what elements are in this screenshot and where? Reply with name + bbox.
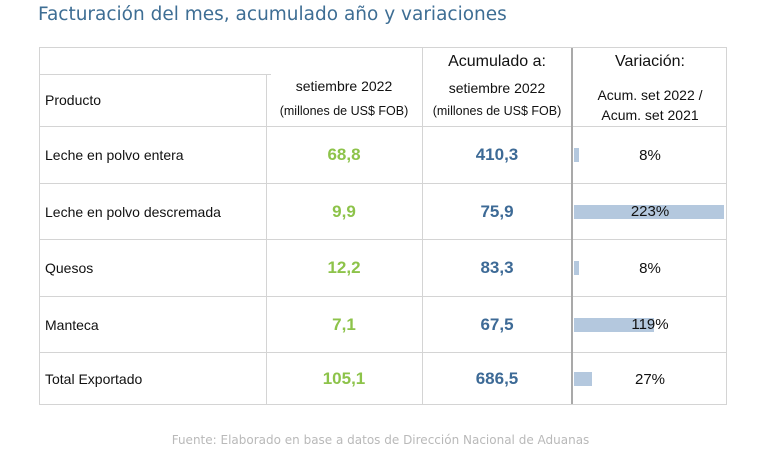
month-value: 68,8 xyxy=(327,145,361,164)
variation-bar xyxy=(574,372,593,386)
row-divider xyxy=(40,352,726,353)
variation-value: 8% xyxy=(639,146,661,164)
header-var-top: Variación: xyxy=(615,53,685,70)
header-bottom-border xyxy=(40,126,726,127)
month-value: 7,1 xyxy=(332,314,356,334)
product-name: Leche en polvo descremada xyxy=(45,203,221,220)
row-divider xyxy=(40,183,726,184)
variation-value: 8% xyxy=(639,259,661,277)
variation-bar xyxy=(574,317,655,332)
acum-value: 410,3 xyxy=(475,145,519,164)
variation-bar xyxy=(574,148,580,162)
exports-table: Producto setiembre 2022 (millones de US$… xyxy=(39,47,727,405)
header-acum-line1: setiembre 2022 xyxy=(448,80,546,96)
product-name: Quesos xyxy=(45,260,94,276)
header-var-line2: Acum. set 2021 xyxy=(601,107,699,123)
variation-bar xyxy=(574,204,724,219)
variation-bar xyxy=(574,261,580,275)
header-month-line2: (millones de US$ FOB) xyxy=(279,104,409,118)
column-divider xyxy=(266,74,267,404)
header-month-line1: setiembre 2022 xyxy=(295,78,393,94)
header-acum-top: Acumulado a: xyxy=(448,53,546,70)
header-product: Producto xyxy=(45,92,102,108)
page-title: Facturación del mes, acumulado año y var… xyxy=(38,4,507,25)
variation-value: 119% xyxy=(631,316,669,333)
month-value: 12,2 xyxy=(327,258,361,277)
variation-value: 223% xyxy=(630,203,670,220)
acum-value: 67,5 xyxy=(480,314,514,334)
column-divider xyxy=(422,48,423,404)
acum-value: 83,3 xyxy=(480,258,514,277)
acum-value: 686,5 xyxy=(475,369,519,388)
source-note: Fuente: Elaborado en base a datos de Dir… xyxy=(171,433,590,447)
product-name: Leche en polvo entera xyxy=(45,147,184,163)
product-name: Total Exportado xyxy=(45,371,143,387)
row-divider xyxy=(40,296,726,297)
header-divider xyxy=(40,74,271,75)
row-divider xyxy=(40,239,726,240)
month-value: 105,1 xyxy=(322,369,366,388)
variation-value: 27% xyxy=(634,370,666,388)
month-value: 9,9 xyxy=(332,201,356,221)
variation-axis xyxy=(571,48,573,404)
header-var-line1: Acum. set 2022 / xyxy=(597,87,703,103)
acum-value: 75,9 xyxy=(480,201,514,221)
header-acum-line2: (millones de US$ FOB) xyxy=(432,104,562,118)
product-name: Manteca xyxy=(45,316,99,333)
